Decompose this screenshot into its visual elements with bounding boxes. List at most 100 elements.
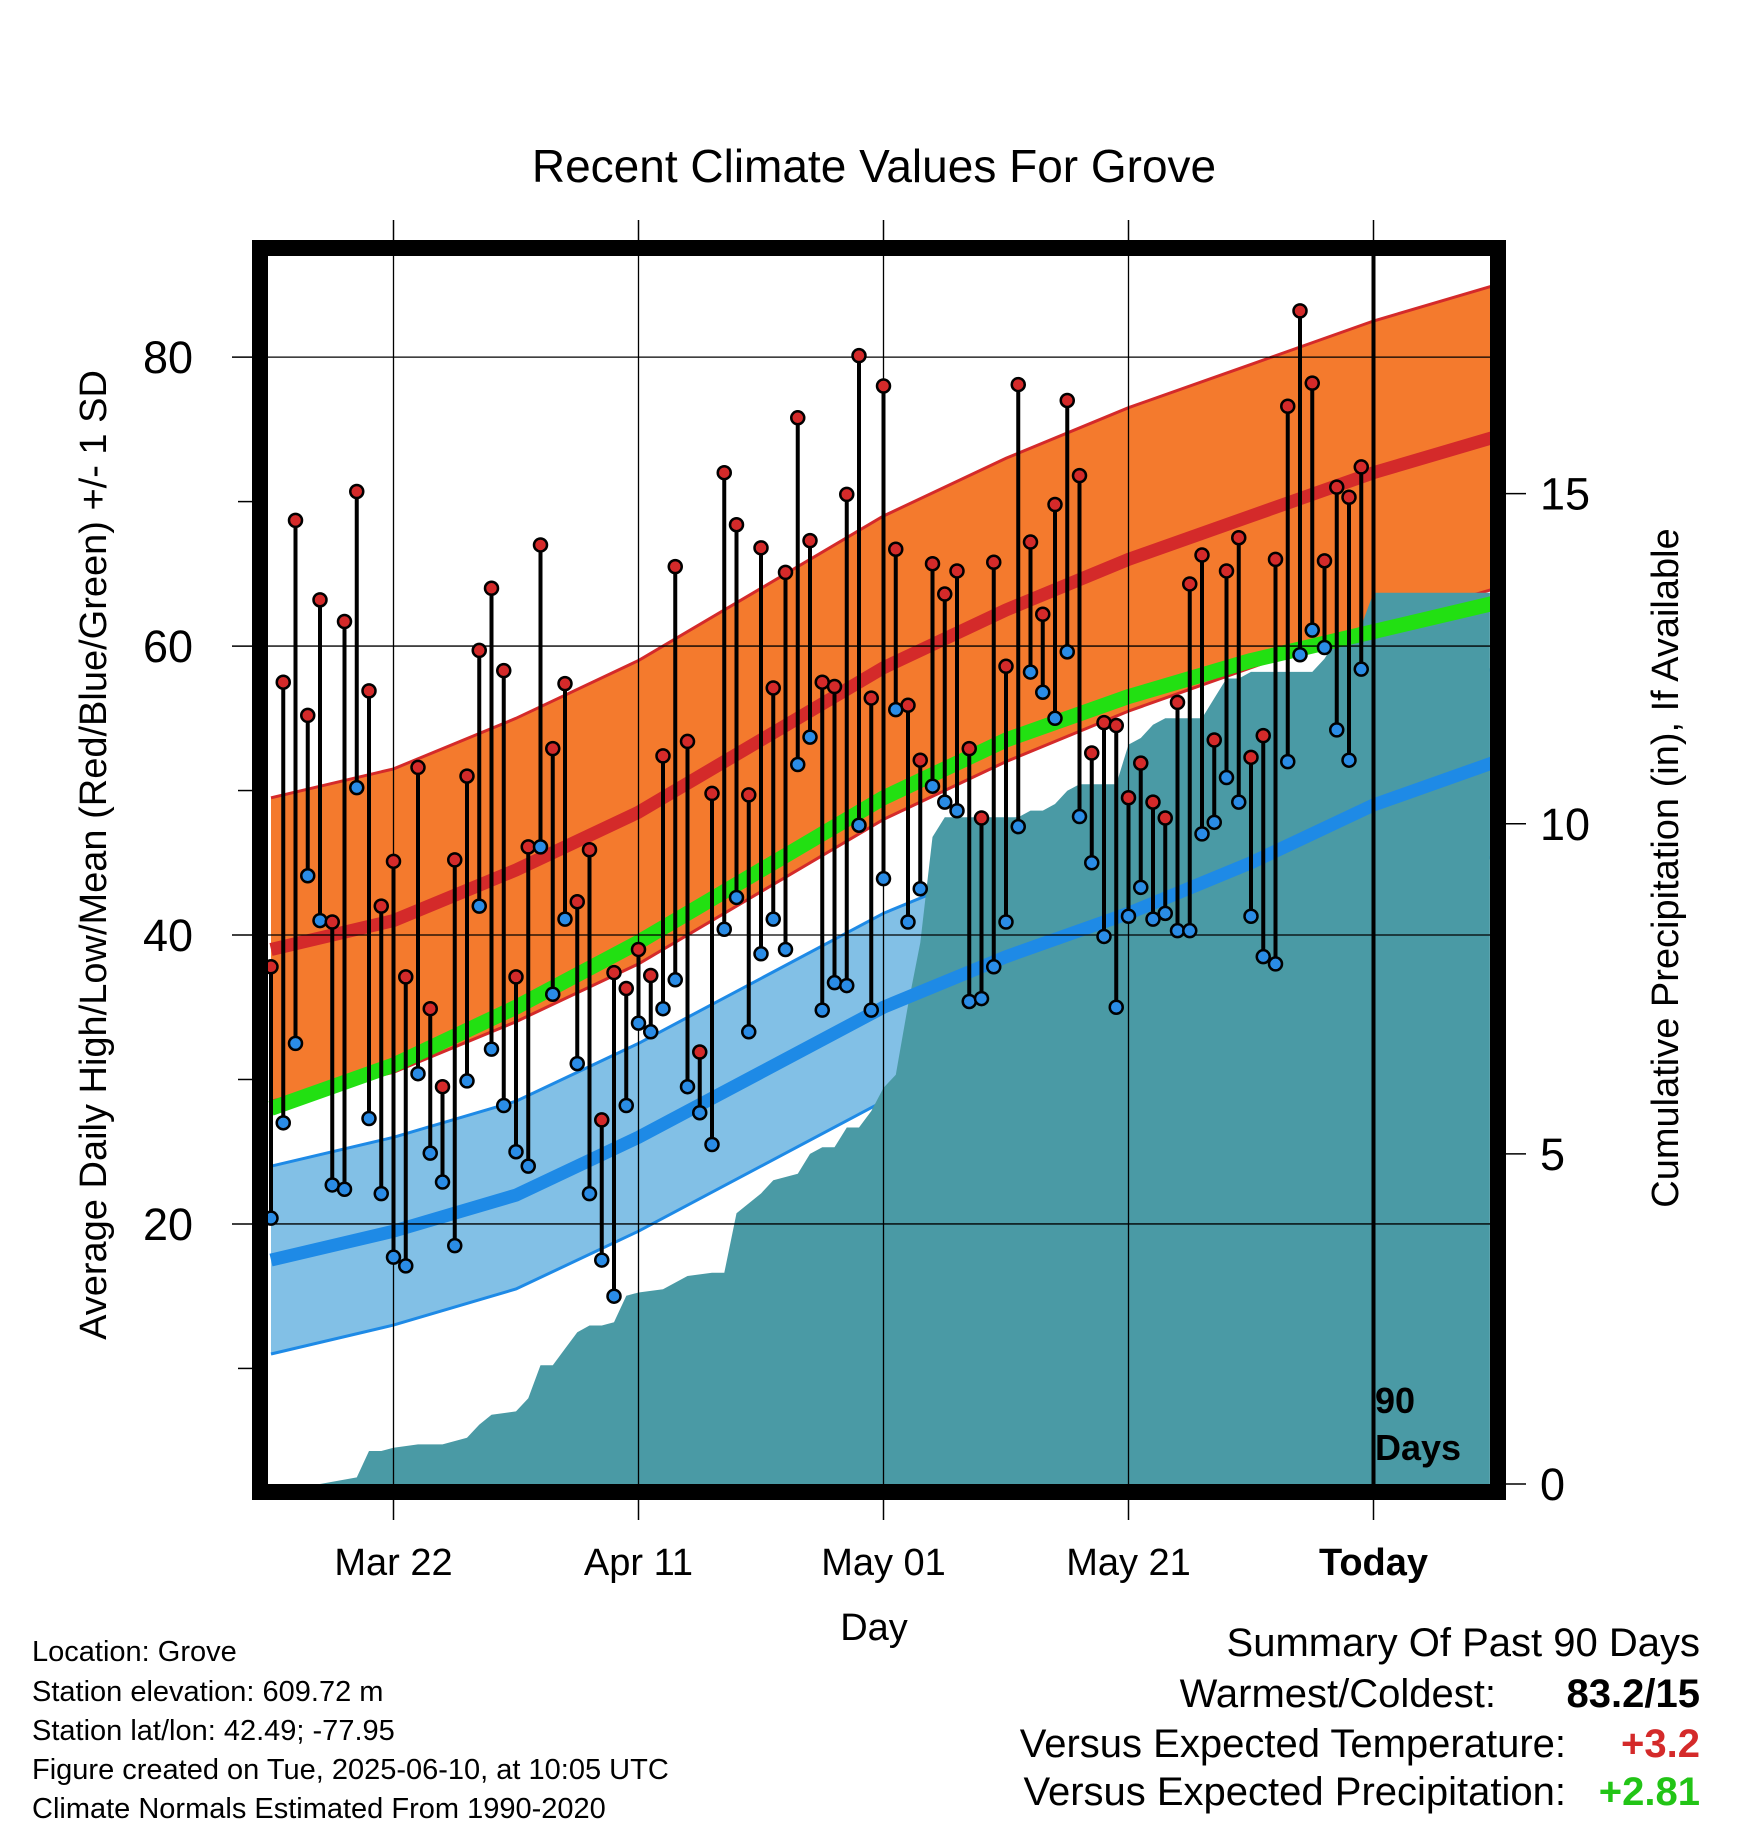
daily-high-point — [1182, 576, 1198, 592]
daily-low-point — [1329, 722, 1345, 738]
daily-high-point — [912, 752, 928, 768]
temp-vs-expected-value: +3.2 — [1621, 1722, 1700, 1766]
plot-inner: 90 Days — [268, 256, 1490, 1484]
x-axis-label: Day — [840, 1607, 908, 1649]
daily-low-point — [961, 993, 977, 1010]
daily-low-point — [924, 778, 941, 794]
daily-high-point — [581, 842, 598, 858]
y-tick-label: 80 — [143, 332, 193, 383]
daily-low-point — [557, 911, 573, 927]
daily-low-point — [459, 1073, 475, 1089]
y-tick-label: 40 — [143, 910, 193, 961]
daily-low-point — [1108, 999, 1124, 1015]
daily-high-point — [275, 674, 291, 690]
daily-low-point — [398, 1258, 414, 1274]
daily-low-point — [569, 1055, 585, 1072]
daily-high-point — [1047, 496, 1063, 513]
y-axis-label: Average Daily High/Low/Mean (Red/Blue/Gr… — [73, 370, 115, 1340]
daily-high-point — [790, 410, 806, 426]
daily-high-point — [973, 810, 990, 826]
daily-high-point — [483, 580, 500, 597]
daily-low-point — [361, 1110, 377, 1127]
daily-high-point — [728, 516, 745, 533]
daily-low-point — [728, 889, 745, 906]
daily-low-point — [1096, 928, 1112, 945]
temp-vs-expected-label: Versus Expected Temperature: — [1019, 1722, 1566, 1766]
daily-low-point — [1243, 908, 1259, 924]
daily-high-point — [1022, 534, 1039, 550]
daily-low-point — [1157, 905, 1173, 922]
plot-frame — [252, 240, 1506, 1500]
warm-cold-label: Warmest/Coldest: — [1179, 1672, 1496, 1716]
daily-high-point — [826, 678, 843, 695]
daily-low-point — [655, 1000, 671, 1017]
daily-low-point — [336, 1181, 353, 1198]
daily-high-point — [875, 378, 892, 394]
daily-low-point — [777, 941, 794, 958]
daily-low-point — [300, 868, 316, 884]
daily-low-point — [520, 1158, 536, 1174]
daily-high-point — [1194, 547, 1210, 563]
daily-high-point — [863, 690, 879, 706]
daily-low-point — [630, 1015, 647, 1031]
daily-high-point — [961, 740, 977, 757]
precip-vs-expected-label: Versus Expected Precipitation: — [1023, 1770, 1566, 1814]
daily-low-point — [1206, 814, 1222, 831]
daily-low-point — [1182, 922, 1198, 939]
daily-low-point — [1316, 639, 1333, 656]
daily-low-point — [826, 974, 843, 991]
daily-low-point — [422, 1145, 438, 1161]
chart-title: Recent Climate Values For Grove — [532, 140, 1216, 192]
daily-low-point — [1059, 644, 1075, 660]
daily-low-point — [716, 921, 732, 937]
daily-high-point — [1157, 810, 1173, 826]
daily-low-point — [900, 914, 916, 930]
daily-high-point — [1280, 398, 1296, 414]
daily-low-point — [268, 1210, 279, 1226]
daily-low-point — [998, 914, 1014, 930]
daily-low-point — [1010, 818, 1026, 835]
daily-high-point — [268, 959, 279, 975]
daily-high-point — [1071, 467, 1088, 484]
x-tick-label: Apr 11 — [584, 1542, 693, 1584]
daily-low-point — [275, 1115, 291, 1131]
daily-low-point — [1084, 855, 1100, 871]
daily-low-point — [471, 898, 487, 914]
daily-high-point — [1169, 694, 1186, 711]
daily-low-point — [1267, 956, 1284, 972]
daily-high-point — [692, 1044, 708, 1060]
y-tick-label: 20 — [143, 1199, 193, 1250]
daily-low-point — [949, 803, 965, 819]
daily-low-point — [765, 911, 781, 927]
daily-low-point — [1218, 769, 1235, 786]
cumulative-precip-area — [271, 592, 1490, 1484]
info-location: Location: Grove — [32, 1636, 237, 1668]
daily-high-point — [385, 853, 402, 870]
daily-low-point — [912, 881, 928, 897]
y2-tick-label: 5 — [1540, 1129, 1565, 1180]
daily-high-point — [594, 1112, 610, 1128]
daily-low-point — [679, 1078, 696, 1095]
daily-high-point — [704, 785, 720, 802]
y2-axis-label: Cumulative Precipitation (in), If Availa… — [1645, 528, 1687, 1207]
summary-title: Summary Of Past 90 Days — [1226, 1621, 1700, 1665]
daily-low-point — [1022, 664, 1039, 680]
daily-high-point — [1329, 479, 1345, 495]
daily-low-point — [802, 729, 818, 745]
daily-low-point — [973, 990, 990, 1007]
daily-low-point — [692, 1104, 708, 1121]
daily-high-point — [949, 563, 965, 579]
daily-high-point — [287, 512, 304, 529]
daily-high-point — [753, 540, 769, 556]
daily-low-point — [704, 1136, 720, 1153]
daily-low-point — [385, 1249, 402, 1265]
daily-low-point — [937, 794, 953, 810]
daily-high-point — [777, 564, 794, 581]
daily-low-point — [1292, 646, 1308, 663]
daily-high-point — [900, 697, 916, 714]
daily-high-point — [300, 707, 316, 724]
daily-low-point — [287, 1035, 304, 1052]
daily-high-point — [1108, 717, 1124, 734]
y2-tick-label: 0 — [1540, 1459, 1565, 1510]
daily-high-point — [361, 683, 377, 699]
